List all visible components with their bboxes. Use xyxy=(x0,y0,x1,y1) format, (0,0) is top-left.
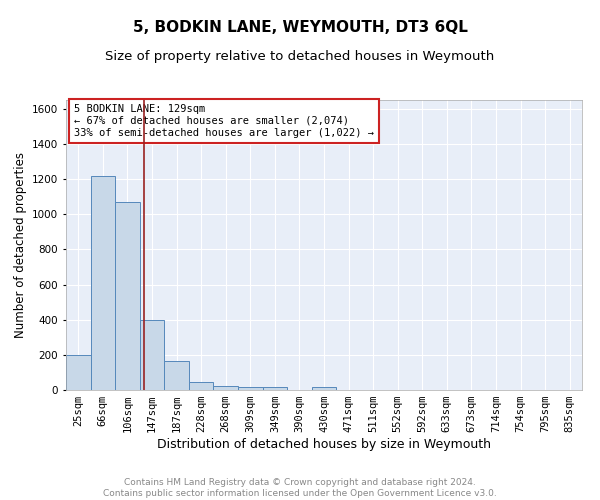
Y-axis label: Number of detached properties: Number of detached properties xyxy=(14,152,26,338)
Bar xyxy=(164,361,189,390)
Text: 5 BODKIN LANE: 129sqm
← 67% of detached houses are smaller (2,074)
33% of semi-d: 5 BODKIN LANE: 129sqm ← 67% of detached … xyxy=(74,104,374,138)
Text: Contains HM Land Registry data © Crown copyright and database right 2024.
Contai: Contains HM Land Registry data © Crown c… xyxy=(103,478,497,498)
Text: 5, BODKIN LANE, WEYMOUTH, DT3 6QL: 5, BODKIN LANE, WEYMOUTH, DT3 6QL xyxy=(133,20,467,35)
Bar xyxy=(263,388,287,390)
Bar xyxy=(238,387,263,390)
Bar xyxy=(66,355,91,390)
Bar xyxy=(91,176,115,390)
Bar xyxy=(140,320,164,390)
Bar xyxy=(189,382,214,390)
Bar xyxy=(214,386,238,390)
Bar xyxy=(115,202,140,390)
Bar xyxy=(312,388,336,390)
Text: Size of property relative to detached houses in Weymouth: Size of property relative to detached ho… xyxy=(106,50,494,63)
X-axis label: Distribution of detached houses by size in Weymouth: Distribution of detached houses by size … xyxy=(157,438,491,451)
